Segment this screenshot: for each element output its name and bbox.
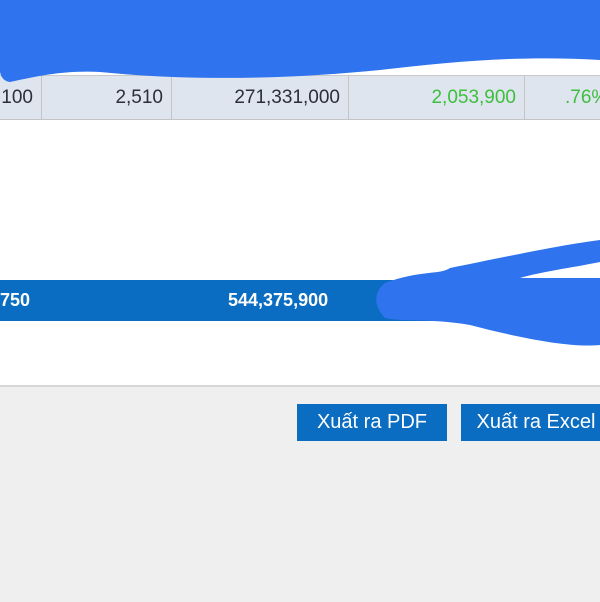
table-cell: 100 xyxy=(0,76,42,119)
table-row: 100 2,510 271,331,000 2,053,900 .76% xyxy=(0,75,600,120)
export-excel-button[interactable]: Xuất ra Excel xyxy=(461,404,600,441)
table-cell-percent: .76% xyxy=(525,76,600,119)
export-pdf-button[interactable]: Xuất ra PDF xyxy=(297,404,447,441)
total-amount: 544,375,900 xyxy=(228,290,329,310)
table-cell: 271,331,000 xyxy=(172,76,349,119)
redaction-top xyxy=(0,0,600,82)
total-left-value: 750 xyxy=(0,290,31,310)
redaction-right xyxy=(376,240,600,346)
table-cell: 2,510 xyxy=(42,76,172,119)
table-cell-change: 2,053,900 xyxy=(349,76,525,119)
